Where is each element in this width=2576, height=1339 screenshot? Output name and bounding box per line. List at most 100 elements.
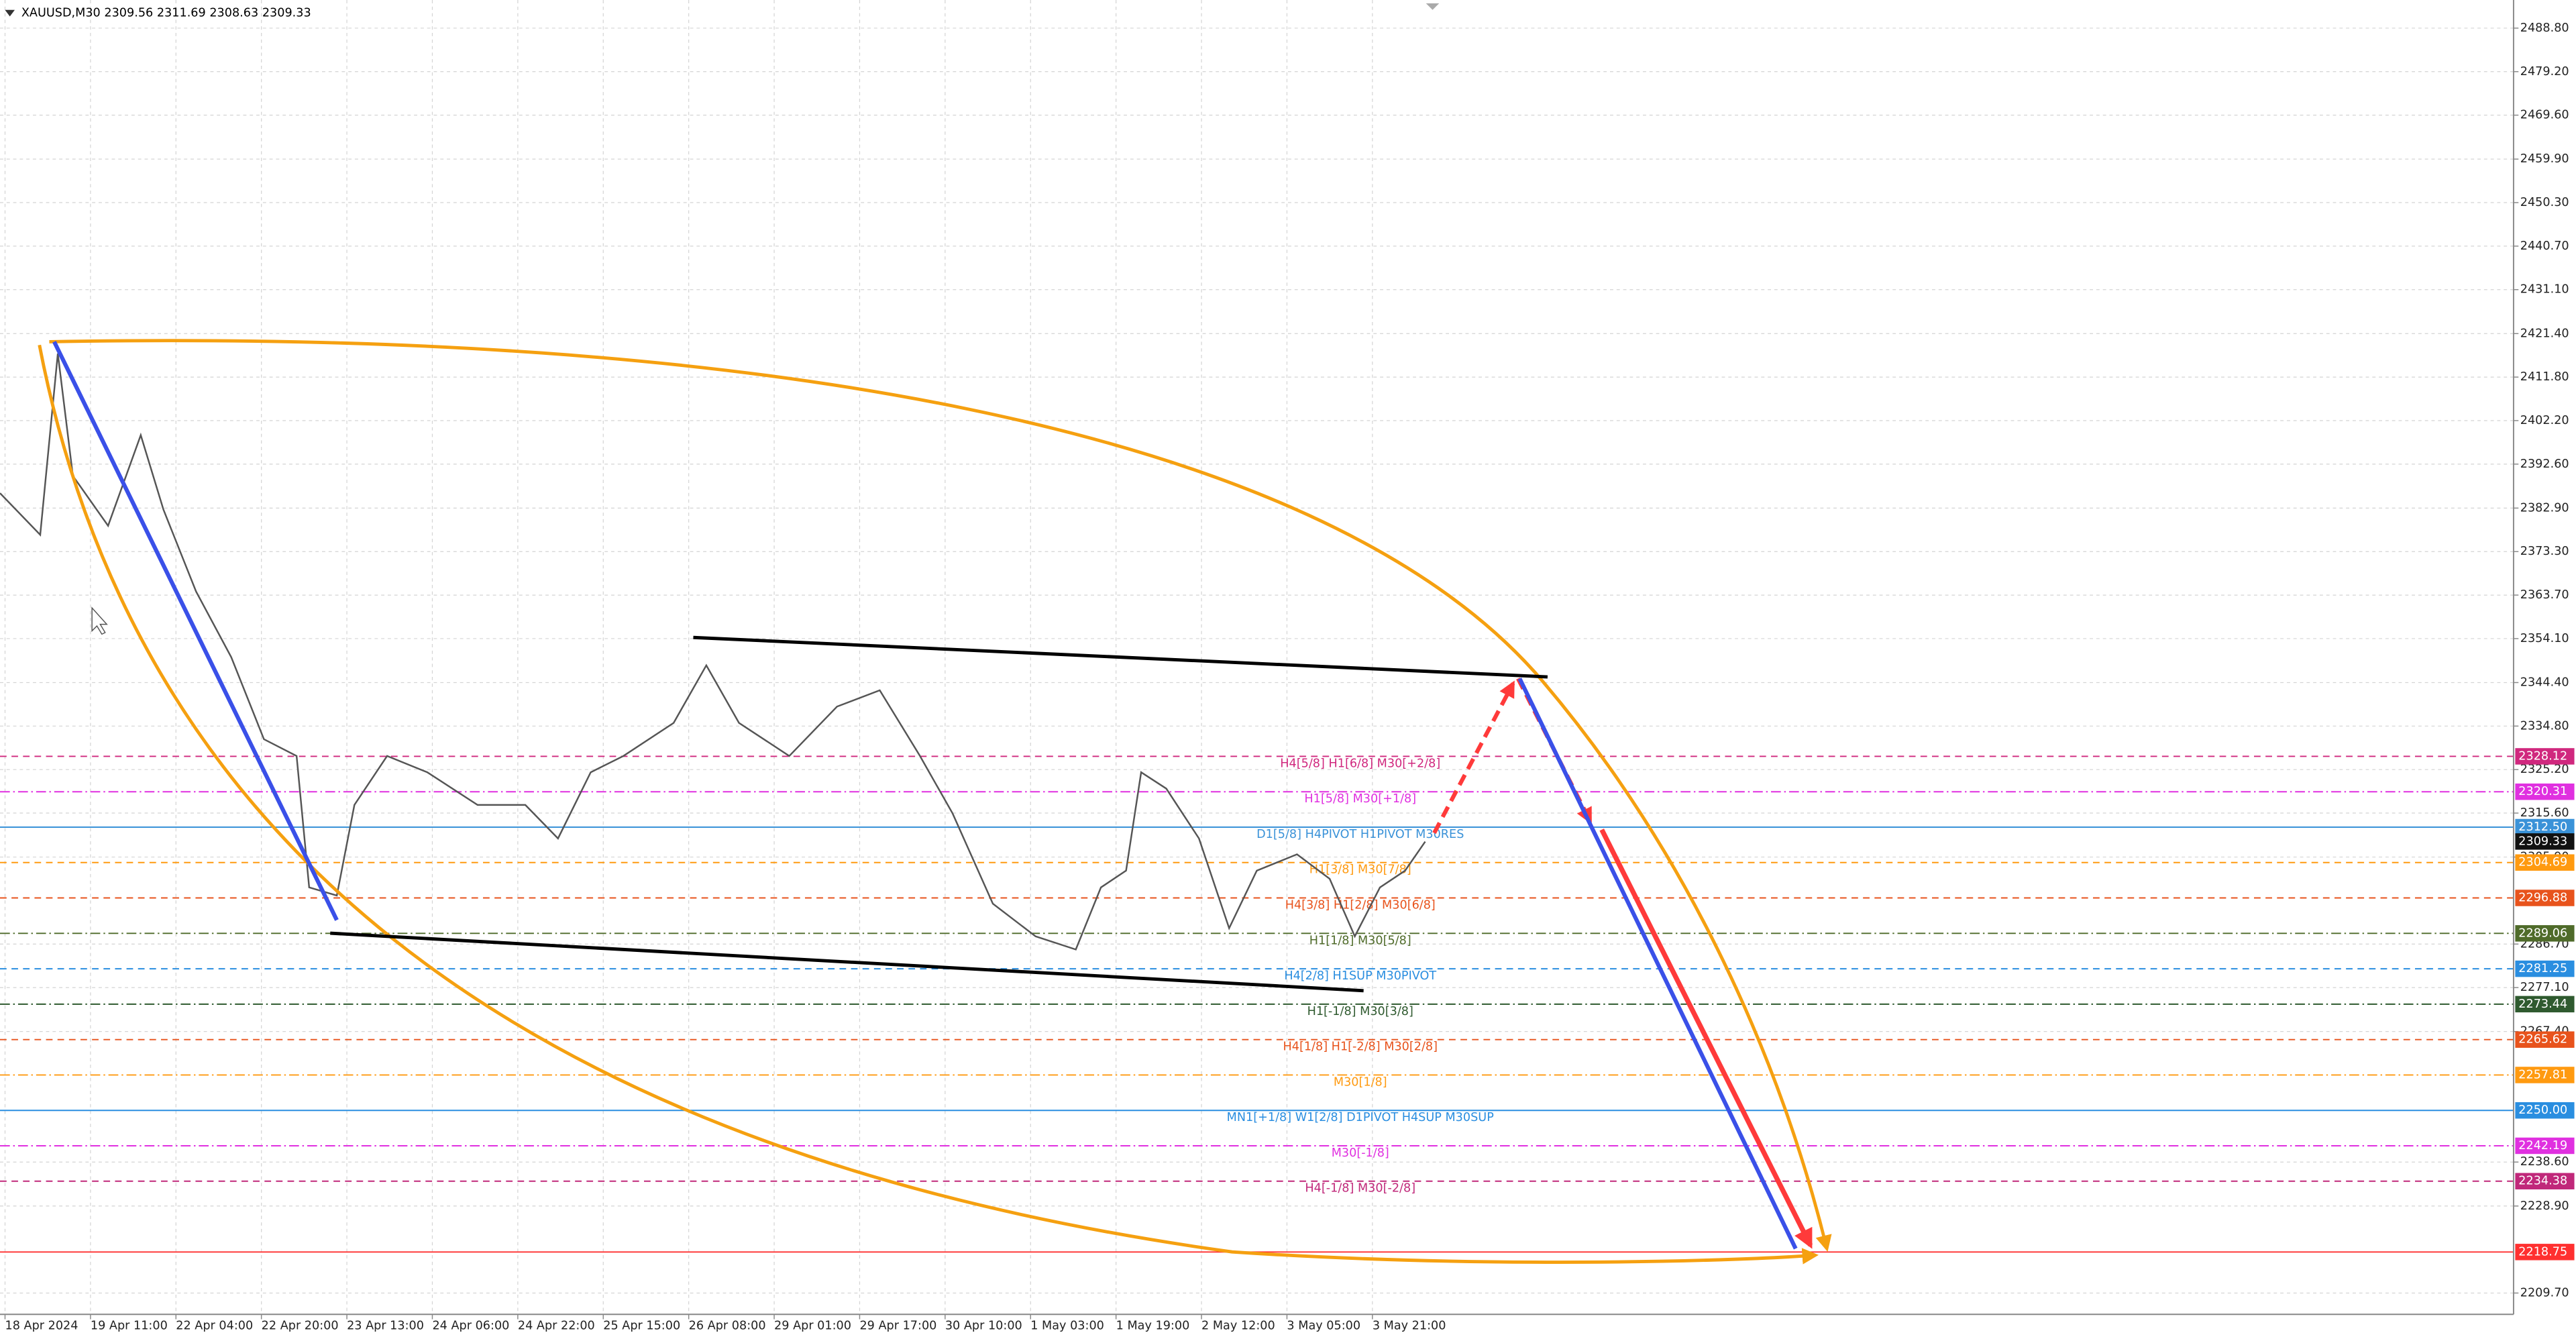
level-label: H1[1/8] M30[5/8] (1309, 934, 1411, 947)
y-tick-label: 2411.80 (2520, 370, 2569, 384)
level-label: H4[-1/8] M30[-2/8] (1305, 1182, 1415, 1195)
x-tick-label: 24 Apr 22:00 (518, 1319, 595, 1332)
symbol-header: XAUUSD,M30 2309.56 2311.69 2308.63 2309.… (21, 7, 311, 20)
level-label: D1[5/8] H4PIVOT H1PIVOT M30RES (1256, 828, 1464, 841)
price-box-label: 2273.44 (2518, 998, 2567, 1011)
x-tick-label: 22 Apr 04:00 (176, 1319, 253, 1332)
y-tick-label: 2392.60 (2520, 458, 2569, 471)
price-box (2515, 783, 2575, 800)
price-box-label: 2250.00 (2518, 1104, 2567, 1117)
y-tick-label: 2344.40 (2520, 676, 2569, 689)
level-label: M30[1/8] (1334, 1075, 1387, 1089)
price-box (2515, 1067, 2575, 1083)
y-tick-label: 2315.60 (2520, 806, 2569, 820)
y-tick-label: 2373.30 (2520, 545, 2569, 558)
y-tick-label: 2228.90 (2520, 1199, 2569, 1213)
arc-upper (49, 339, 1832, 1252)
price (0, 353, 1426, 951)
x-tick-label: 18 Apr 2024 (5, 1319, 78, 1332)
price-box-label: 2328.12 (2518, 749, 2567, 763)
price-box (2515, 1173, 2575, 1189)
price-box (2515, 1102, 2575, 1119)
x-tick-label: 3 May 21:00 (1373, 1319, 1446, 1332)
y-tick-label: 2431.10 (2520, 283, 2569, 297)
shift-marker (1426, 3, 1440, 10)
price-box-label: 2242.19 (2518, 1139, 2567, 1153)
x-tick-label: 2 May 12:00 (1201, 1319, 1275, 1332)
x-tick-label: 25 Apr 15:00 (603, 1319, 680, 1332)
x-tick-label: 22 Apr 20:00 (262, 1319, 339, 1332)
price-line (0, 353, 1426, 951)
y-tick-label: 2440.70 (2520, 239, 2569, 253)
axes: 2488.80 2479.20 2469.60 2459.90 2450.30 2440.… (4, 21, 2575, 1332)
forecast-arrow (1599, 828, 1813, 1249)
y-tick-label: 2479.20 (2520, 65, 2569, 78)
arc-lower (38, 344, 1819, 1265)
y-tick-label: 2277.10 (2520, 981, 2569, 994)
y-tick-label: 2334.80 (2520, 719, 2569, 733)
price-box (2515, 925, 2575, 942)
current-price-box (2515, 833, 2575, 850)
y-tick-label: 2459.90 (2520, 152, 2569, 166)
y-tick-label: 2325.20 (2520, 763, 2569, 776)
price-box-label: 2320.31 (2518, 785, 2567, 798)
price-box (2515, 890, 2575, 906)
price-box (2515, 1244, 2575, 1261)
y-tick-label: 2238.60 (2520, 1155, 2569, 1169)
y-tick-label: 2363.70 (2520, 588, 2569, 602)
price-box-label: 2281.25 (2518, 962, 2567, 975)
trend-line (1517, 678, 1798, 1250)
channel-upper (693, 635, 1548, 679)
x-tick-label: 23 Apr 13:00 (347, 1319, 424, 1332)
level-label: H4[3/8] H1[2/8] M30[6/8] (1285, 899, 1436, 912)
channel-lower (330, 931, 1364, 993)
level-label: H4[1/8] H1[-2/8] M30[2/8] (1283, 1040, 1438, 1054)
y-tick-label: 2402.20 (2520, 414, 2569, 427)
y-tick-label: 2421.40 (2520, 327, 2569, 340)
price-box (2515, 818, 2575, 836)
price-box (2515, 854, 2575, 871)
x-tick-label: 19 Apr 11:00 (91, 1319, 168, 1332)
level-label: H4[5/8] H1[6/8] M30[+2/8] (1280, 757, 1440, 770)
price-box (2515, 1137, 2575, 1155)
level-label: H1[-1/8] M30[3/8] (1307, 1005, 1413, 1018)
y-tick-label: 2209.70 (2520, 1286, 2569, 1299)
levels: H4[5/8] H1[6/8] M30[+2/8] H1[5/8] M30[+1/… (0, 755, 2514, 1253)
level-label: M30[-1/8] (1332, 1146, 1389, 1160)
x-tick-label: 1 May 03:00 (1030, 1319, 1104, 1332)
y-tick-label: 2382.90 (2520, 501, 2569, 515)
y-tick-label: 2450.30 (2520, 196, 2569, 209)
x-tick-label: 26 Apr 08:00 (689, 1319, 766, 1332)
price-box-label: 2296.88 (2518, 892, 2567, 905)
current-price-label: 2309.33 (2518, 835, 2567, 848)
price-box (2515, 1031, 2575, 1048)
price-box (2515, 996, 2575, 1013)
price-box-label: 2265.62 (2518, 1033, 2567, 1047)
y-tick-label: 2488.80 (2520, 21, 2569, 35)
price-box-label: 2312.50 (2518, 820, 2567, 834)
price-box-label: 2257.81 (2518, 1068, 2567, 1081)
y-tick-label: 2354.10 (2520, 632, 2569, 645)
x-tick-label: 1 May 19:00 (1116, 1319, 1190, 1332)
annotations (38, 3, 1832, 1265)
level-label: H4[2/8] H1SUP M30PIVOT (1284, 969, 1436, 983)
y-tick-label: 2469.60 (2520, 109, 2569, 122)
cursor (91, 606, 108, 635)
grid (0, 0, 2514, 1315)
level-label: MN1[+1/8] W1[2/8] D1PIVOT H4SUP M30SUP (1227, 1111, 1495, 1124)
level-label: H1[3/8] M30[7/8] (1309, 863, 1411, 877)
x-tick-label: 29 Apr 01:00 (774, 1319, 851, 1332)
menu-triangle (5, 9, 15, 17)
price-box (2515, 960, 2575, 977)
x-tick-label: 24 Apr 06:00 (432, 1319, 509, 1332)
price-box-label: 2304.69 (2518, 856, 2567, 869)
x-tick-label: 29 Apr 17:00 (859, 1319, 936, 1332)
trend-line (52, 341, 339, 921)
x-tick-label: 3 May 05:00 (1287, 1319, 1360, 1332)
price-box-label: 2289.06 (2518, 926, 2567, 940)
x-tick-label: 30 Apr 10:00 (945, 1319, 1022, 1332)
price-box (2515, 748, 2575, 765)
forecast-arrow (1432, 680, 1515, 835)
